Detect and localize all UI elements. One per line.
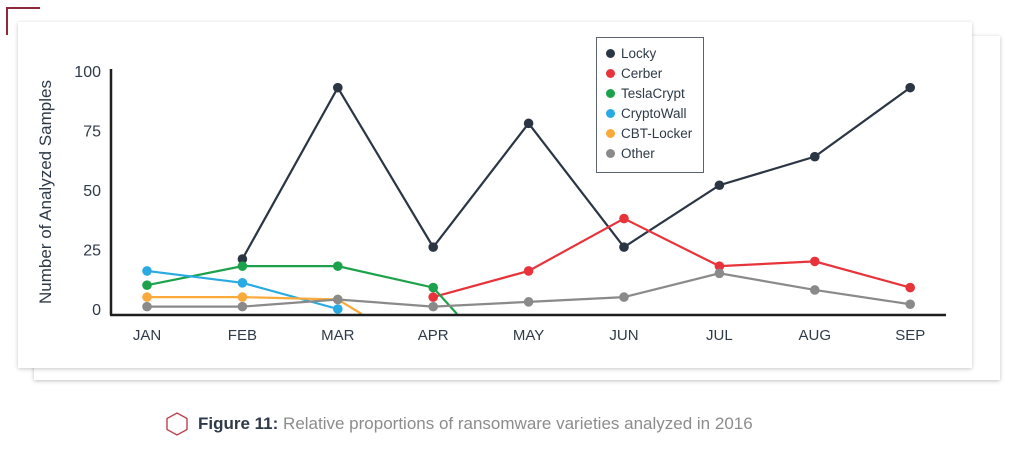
y-tick-label: 0	[92, 302, 101, 319]
data-point	[810, 256, 820, 267]
data-point	[237, 292, 248, 302]
legend-marker-icon	[606, 88, 615, 98]
legend: Locky Cerber TeslaCrypt CryptoWall CBT-Locke…	[596, 37, 704, 173]
series-cbt-locker	[142, 292, 363, 315]
series-line	[241, 85, 911, 260]
legend-marker-icon	[606, 68, 615, 78]
y-axis-label: Number of Analyzed Samples	[36, 80, 55, 304]
series-line	[147, 296, 363, 315]
data-point	[428, 301, 439, 312]
data-point	[333, 82, 343, 93]
x-tick-label: JAN	[133, 327, 161, 344]
data-point	[714, 268, 725, 279]
data-point	[237, 261, 248, 271]
data-point	[142, 292, 152, 302]
figure-caption: Figure 11: Relative proportions of ranso…	[166, 412, 753, 436]
data-point	[523, 118, 534, 129]
legend-label: Other	[621, 145, 655, 161]
legend-item: CBT-Locker	[606, 123, 703, 143]
legend-label: Locky	[621, 45, 657, 61]
legend-label: Cerber	[621, 65, 663, 81]
caption-label: Figure 11:	[198, 414, 279, 433]
data-point	[905, 299, 915, 310]
data-point	[714, 180, 725, 191]
data-point	[333, 294, 343, 305]
x-tick-label: MAY	[513, 327, 544, 344]
legend-item: Other	[606, 143, 703, 163]
legend-label: CBT-Locker	[621, 125, 693, 141]
series-teslacrypt	[142, 261, 458, 315]
y-tick-label: 25	[83, 243, 101, 260]
caption-text: Relative proportions of ransomware varie…	[278, 414, 753, 433]
data-point	[810, 151, 820, 162]
series-cerber	[428, 213, 915, 302]
legend-label: TeslaCrypt	[621, 85, 685, 101]
x-tick-label: APR	[418, 327, 449, 344]
hexagon-icon	[166, 412, 188, 436]
legend-label: CryptoWall	[621, 105, 687, 121]
series-other	[142, 268, 915, 312]
x-tick-label: JUL	[706, 327, 733, 344]
legend-item: Locky	[606, 43, 703, 63]
data-point	[523, 297, 534, 307]
data-point	[714, 261, 725, 271]
data-point	[237, 301, 248, 312]
x-tick-label: MAR	[321, 327, 355, 344]
data-point	[333, 261, 343, 271]
data-point	[810, 285, 820, 295]
data-point	[237, 254, 248, 264]
y-tick-label: 100	[74, 64, 101, 81]
series-cryptowall	[142, 266, 343, 314]
data-point	[428, 292, 439, 302]
x-tick-label: AUG	[799, 327, 832, 344]
series-locky	[237, 82, 915, 264]
data-point	[905, 282, 915, 293]
data-point	[142, 280, 152, 291]
data-point	[142, 301, 152, 312]
data-point	[523, 266, 534, 276]
data-point	[428, 242, 439, 252]
x-tick-label: FEB	[228, 327, 257, 344]
legend-marker-icon	[606, 128, 615, 138]
data-point	[333, 304, 343, 314]
y-tick-label: 50	[83, 183, 101, 200]
corner-bracket-decoration	[6, 7, 40, 35]
x-tick-label: JUN	[609, 327, 638, 344]
legend-marker-icon	[606, 148, 615, 158]
data-point	[428, 282, 439, 293]
data-point	[619, 213, 629, 224]
x-tick-label: SEP	[895, 327, 925, 344]
legend-item: Cerber	[606, 63, 703, 83]
series-line	[432, 217, 911, 299]
y-tick-label: 75	[83, 124, 101, 141]
data-point	[905, 82, 915, 93]
data-point	[142, 266, 152, 276]
legend-item: TeslaCrypt	[606, 83, 703, 103]
legend-item: CryptoWall	[606, 103, 703, 123]
data-point	[619, 292, 629, 302]
data-point	[237, 278, 248, 288]
legend-marker-icon	[606, 108, 615, 118]
data-point	[619, 242, 629, 252]
legend-marker-icon	[606, 48, 615, 58]
chart-card	[18, 22, 972, 368]
